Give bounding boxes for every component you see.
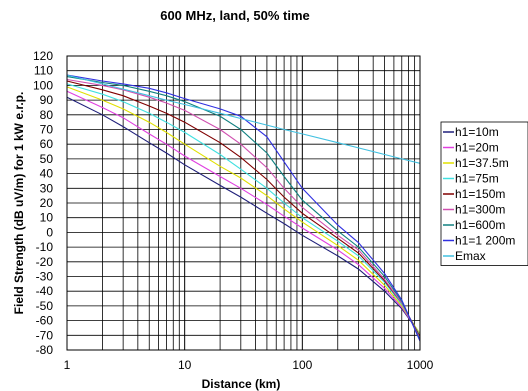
y-tick-label: 70 bbox=[40, 123, 54, 137]
legend-entry: h1=600m bbox=[455, 218, 505, 232]
series-lines bbox=[66, 74, 421, 342]
chart-title: 600 MHz, land, 50% time bbox=[160, 8, 310, 23]
series-line-3 bbox=[66, 83, 421, 336]
y-tick-label: -50 bbox=[36, 299, 54, 313]
y-tick-label: 30 bbox=[40, 181, 54, 195]
y-tick-label: -20 bbox=[36, 255, 54, 269]
y-tick-label: 60 bbox=[40, 137, 54, 151]
legend-entry: h1=37.5m bbox=[455, 156, 509, 170]
y-tick-label: 50 bbox=[40, 152, 54, 166]
legend-entry: Emax bbox=[455, 249, 486, 263]
x-tick-label: 1 bbox=[64, 358, 71, 372]
series-line-0 bbox=[66, 96, 421, 335]
legend-entry: h1=75m bbox=[455, 172, 499, 186]
y-tick-label: -60 bbox=[36, 314, 54, 328]
legend-entry: h1=1 200m bbox=[455, 234, 515, 248]
y-tick-label: 110 bbox=[34, 64, 53, 78]
y-tick-label: 20 bbox=[40, 196, 54, 210]
plot-frame bbox=[66, 55, 421, 351]
series-line-1 bbox=[66, 90, 421, 335]
y-tick-label: 90 bbox=[40, 93, 54, 107]
legend-entry: h1=300m bbox=[455, 203, 505, 217]
legend-box bbox=[440, 121, 528, 266]
y-tick-label: 0 bbox=[46, 225, 53, 239]
y-tick-label: 100 bbox=[33, 78, 53, 92]
legend-entry: h1=10m bbox=[455, 125, 499, 139]
y-tick-label: -70 bbox=[36, 328, 54, 342]
series-line-2 bbox=[66, 86, 421, 335]
y-tick-label: -30 bbox=[36, 270, 54, 284]
legend-entry: h1=20m bbox=[455, 141, 499, 155]
series-line-7 bbox=[66, 74, 421, 342]
x-tick-label: 1000 bbox=[407, 358, 434, 372]
series-line-6 bbox=[66, 76, 421, 340]
y-tick-label: -80 bbox=[36, 343, 54, 357]
x-tick-label: 10 bbox=[178, 358, 192, 372]
y-axis-label: Field Strength (dB uV/m) for 1 kW e.r.p. bbox=[12, 92, 26, 315]
y-tick-label: 80 bbox=[40, 108, 54, 122]
series-line-5 bbox=[66, 78, 421, 339]
legend-entry: h1=150m bbox=[455, 187, 505, 201]
y-tick-label: 120 bbox=[33, 49, 53, 63]
series-line-8 bbox=[66, 74, 421, 164]
y-tick-label: -10 bbox=[36, 240, 54, 254]
tick-labels: 1201101009080706050403020100-10-20-30-40… bbox=[33, 49, 434, 372]
y-tick-label: 40 bbox=[40, 167, 54, 181]
series-line-4 bbox=[66, 80, 421, 338]
x-axis-label: Distance (km) bbox=[202, 377, 281, 391]
y-tick-label: -40 bbox=[36, 284, 54, 298]
x-tick-label: 100 bbox=[292, 358, 312, 372]
y-tick-label: 10 bbox=[40, 211, 54, 225]
